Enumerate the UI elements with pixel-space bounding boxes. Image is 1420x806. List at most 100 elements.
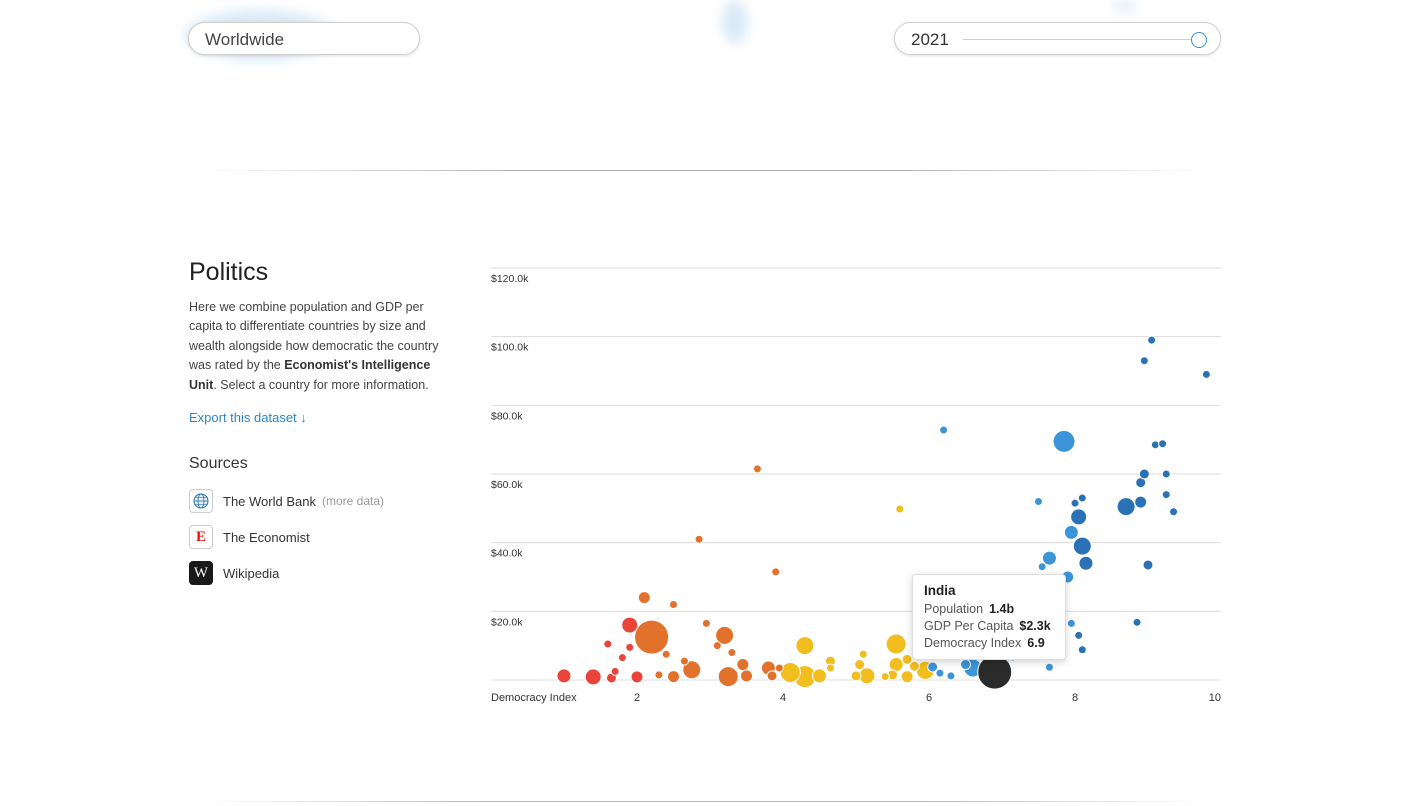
data-point[interactable] [858, 649, 868, 659]
data-point[interactable] [1169, 507, 1179, 517]
data-point[interactable] [694, 534, 704, 544]
data-point[interactable] [1052, 429, 1076, 453]
data-points [556, 335, 1211, 690]
data-point[interactable] [939, 425, 949, 435]
data-point[interactable] [715, 625, 735, 645]
data-point[interactable] [621, 616, 639, 634]
data-point[interactable] [654, 670, 664, 680]
x-tick-label: 2 [634, 692, 640, 704]
data-point[interactable] [812, 668, 827, 684]
data-point[interactable] [895, 504, 905, 514]
y-axis-ticks: $20.0k $40.0k $60.0k $80.0k $100.0k $120.0k [491, 273, 529, 628]
data-point[interactable] [1161, 490, 1171, 500]
source-economist[interactable]: E The Economist [189, 525, 310, 549]
data-point[interactable] [1150, 440, 1160, 450]
data-point[interactable] [885, 633, 907, 655]
data-point[interactable] [946, 671, 956, 681]
data-point[interactable] [935, 668, 945, 678]
data-point[interactable] [774, 663, 784, 673]
data-point[interactable] [779, 661, 801, 683]
data-point[interactable] [960, 659, 971, 671]
data-point[interactable] [701, 618, 711, 628]
data-point[interactable] [610, 666, 620, 676]
more-data-link[interactable]: (more data) [321, 494, 384, 508]
data-point[interactable] [752, 464, 762, 474]
data-point[interactable] [850, 670, 862, 682]
data-point[interactable] [1116, 497, 1136, 517]
section-divider [200, 170, 1210, 171]
data-point[interactable] [888, 657, 904, 673]
economist-logo-icon: E [189, 525, 213, 549]
data-point[interactable] [880, 672, 890, 682]
data-point[interactable] [1044, 662, 1054, 672]
data-point[interactable] [630, 670, 644, 684]
source-name: The Economist [223, 529, 310, 545]
data-point[interactable] [1142, 559, 1154, 571]
data-point[interactable] [908, 660, 920, 672]
data-point[interactable] [736, 658, 750, 672]
data-point[interactable] [1161, 469, 1171, 479]
data-point[interactable] [795, 636, 815, 656]
data-point[interactable] [667, 670, 680, 684]
data-point[interactable] [625, 642, 635, 652]
year-slider-control[interactable]: 2021 [894, 22, 1221, 55]
data-point[interactable] [556, 668, 572, 684]
year-slider-track[interactable] [963, 39, 1202, 40]
data-point[interactable] [682, 660, 702, 680]
data-point[interactable] [766, 670, 778, 682]
data-point[interactable] [1070, 498, 1080, 508]
data-point[interactable] [825, 663, 835, 673]
x-tick-label: 10 [1209, 692, 1221, 704]
data-point[interactable] [1201, 369, 1211, 379]
x-axis-label: Democracy Index [491, 692, 577, 704]
data-point[interactable] [900, 670, 914, 684]
source-name: Wikipedia [223, 565, 280, 581]
data-point[interactable] [669, 599, 678, 609]
x-tick-label: 8 [1072, 692, 1078, 704]
data-point[interactable] [634, 619, 670, 655]
data-point[interactable] [740, 669, 753, 683]
data-point[interactable] [712, 641, 722, 651]
data-point[interactable] [771, 567, 781, 577]
data-point[interactable] [1034, 496, 1043, 506]
data-point[interactable] [1134, 495, 1148, 509]
data-point[interactable] [717, 666, 739, 688]
data-point[interactable] [1138, 468, 1150, 480]
source-world-bank[interactable]: The World Bank (more data) [189, 489, 384, 513]
data-point[interactable] [1072, 536, 1092, 556]
data-point[interactable] [679, 656, 689, 666]
data-point[interactable] [584, 668, 602, 686]
data-point[interactable] [1078, 555, 1094, 571]
data-point[interactable] [901, 653, 913, 665]
data-point[interactable] [1158, 439, 1168, 449]
data-point[interactable] [727, 648, 737, 658]
data-point[interactable] [1063, 524, 1079, 540]
data-point[interactable] [1077, 493, 1087, 503]
data-point[interactable] [927, 661, 939, 673]
data-point[interactable] [854, 659, 866, 671]
data-point[interactable] [617, 653, 627, 663]
data-point[interactable] [603, 639, 613, 649]
export-dataset-link[interactable]: Export this dataset ↓ [189, 410, 307, 425]
data-point[interactable] [1037, 562, 1047, 572]
data-point-selected[interactable] [977, 654, 1013, 690]
year-slider-thumb[interactable] [1191, 32, 1208, 48]
region-select[interactable]: Worldwide [188, 22, 420, 55]
data-point[interactable] [661, 649, 671, 659]
data-point[interactable] [1066, 618, 1076, 628]
tooltip-democracy-row: Democracy Index 6.9 [924, 636, 1045, 650]
data-point[interactable] [1070, 508, 1088, 526]
source-wikipedia[interactable]: W Wikipedia [189, 561, 279, 585]
grid-lines [491, 267, 1221, 681]
tooltip-gdp-row: GDP Per Capita $2.3k [924, 619, 1051, 633]
data-point[interactable] [1139, 356, 1149, 366]
tooltip-population-row: Population 1.4b [924, 602, 1015, 616]
y-tick-label: $100.0k [491, 342, 529, 354]
sources-heading: Sources [189, 455, 248, 472]
data-point[interactable] [1147, 335, 1157, 345]
data-point[interactable] [637, 591, 651, 605]
data-point[interactable] [1041, 550, 1057, 566]
data-point[interactable] [1074, 630, 1084, 640]
data-point[interactable] [1077, 645, 1087, 655]
data-point[interactable] [1132, 617, 1142, 627]
